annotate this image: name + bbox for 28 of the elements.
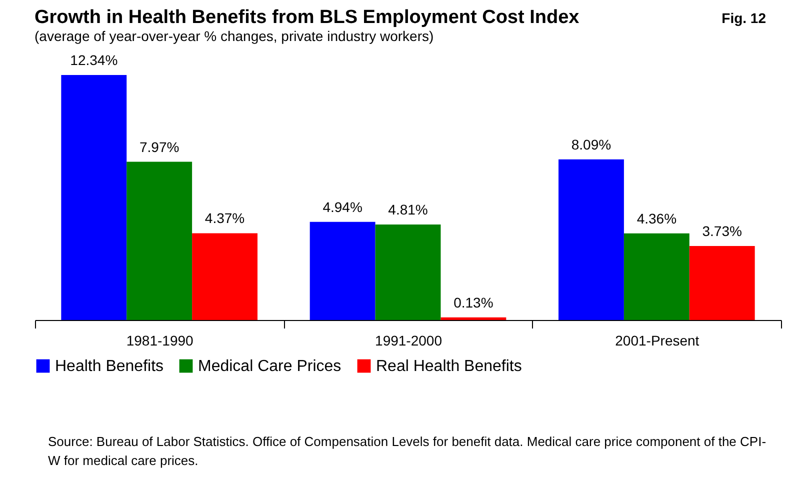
- bar: [375, 224, 441, 320]
- data-label: 8.09%: [571, 136, 612, 152]
- bar: [689, 246, 755, 320]
- legend-label: Medical Care Prices: [198, 358, 342, 375]
- x-tick-label: 1981-1990: [126, 332, 194, 348]
- data-label: 4.94%: [322, 198, 362, 215]
- legend-label: Real Health Benefits: [376, 358, 522, 375]
- bar: [558, 159, 624, 320]
- data-label: 12.34%: [70, 52, 118, 68]
- data-label: 7.97%: [139, 138, 180, 155]
- data-label: 4.37%: [204, 210, 245, 226]
- bar: [61, 75, 127, 320]
- bar: [192, 233, 258, 320]
- data-label: 0.13%: [454, 294, 494, 310]
- x-tick-label: 2001-Present: [615, 332, 700, 348]
- data-label: 4.81%: [388, 202, 428, 218]
- bar: [310, 222, 376, 320]
- x-tick-label: 1991-2000: [375, 332, 442, 348]
- bar: [126, 162, 192, 320]
- source-note: Source: Bureau of Labor Statistics. Office of Compensation Levels for benefit data. Medical care price component of the CPI-W for medical care prices.: [48, 433, 768, 470]
- bar: [440, 317, 506, 320]
- caption: Fig. 12: [722, 10, 766, 26]
- legend-label: Health Benefits: [55, 358, 164, 375]
- bar: [624, 233, 690, 320]
- chart-title: Growth in Health Benefits from BLS Employment Cost Index: [34, 7, 580, 28]
- data-label: 3.73%: [702, 222, 742, 239]
- chart-subtitle: (average of year-over-year % changes, private industry workers): [34, 28, 434, 44]
- data-label: 4.36%: [636, 210, 677, 226]
